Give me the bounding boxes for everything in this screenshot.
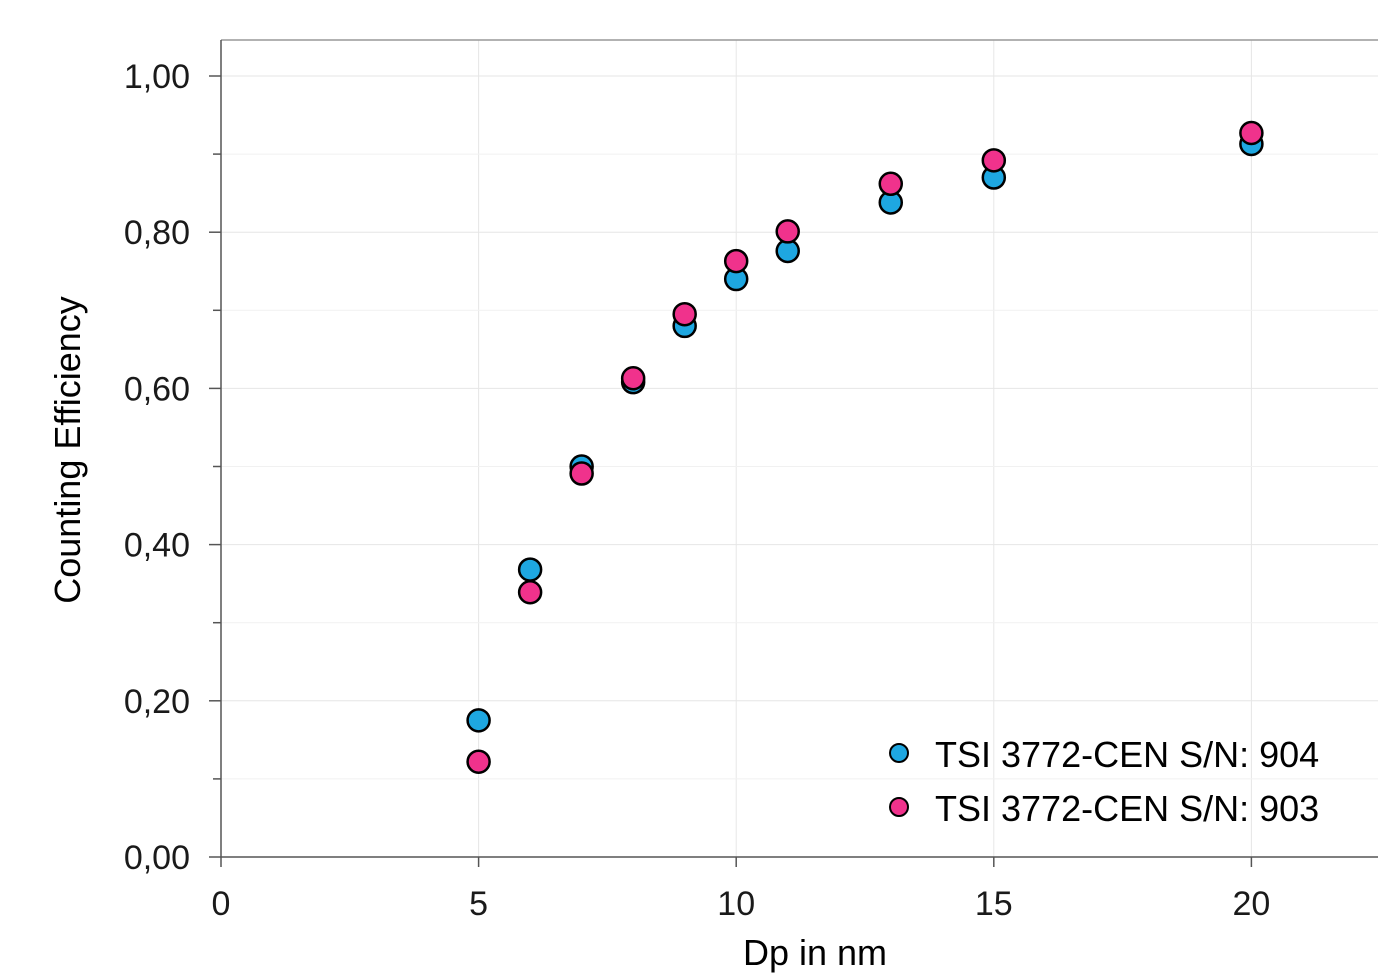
y-tick-label: 1,00: [124, 58, 190, 96]
data-point-series-0: [517, 557, 543, 582]
x-axis-title: Dp in nm: [743, 932, 887, 973]
data-point-series-1: [981, 148, 1007, 173]
legend-marker-s904: [889, 743, 909, 763]
legend-label-s903: TSI 3772-CEN S/N: 903: [935, 788, 1319, 829]
y-tick-label: 0,80: [124, 214, 190, 252]
x-tick-label: 20: [1232, 885, 1270, 923]
data-point-series-1: [723, 248, 749, 274]
data-points: [466, 120, 1264, 774]
legend-marker-s903: [889, 797, 909, 817]
data-point-series-1: [620, 365, 646, 391]
y-axis-title: Counting Efficiency: [47, 296, 88, 604]
axes: [209, 39, 1378, 867]
data-point-series-1: [672, 301, 697, 327]
data-point-series-1: [878, 171, 904, 197]
x-tick-label: 15: [975, 885, 1013, 923]
y-tick-label: 0,20: [124, 683, 190, 721]
y-tick-label: 0,40: [124, 527, 190, 565]
gridlines: [221, 40, 1378, 857]
data-point-series-1: [775, 219, 800, 244]
data-point-series-1: [1239, 120, 1264, 146]
y-tick-label: 0,60: [124, 370, 190, 408]
x-tick-label: 10: [717, 885, 755, 923]
y-tick-label: 0,00: [124, 839, 190, 877]
x-tick-label: 0: [212, 885, 231, 923]
data-point-series-1: [569, 461, 594, 486]
legend-label-s904: TSI 3772-CEN S/N: 904: [935, 734, 1319, 775]
data-point-series-0: [466, 708, 491, 733]
data-point-series-1: [517, 579, 543, 605]
legend: TSI 3772-CEN S/N: 904 TSI 3772-CEN S/N: …: [889, 734, 1319, 829]
tick-labels: 0,000,200,400,600,801,000510152025303540…: [124, 58, 1271, 923]
data-point-series-1: [466, 749, 491, 774]
x-tick-label: 5: [469, 885, 488, 923]
